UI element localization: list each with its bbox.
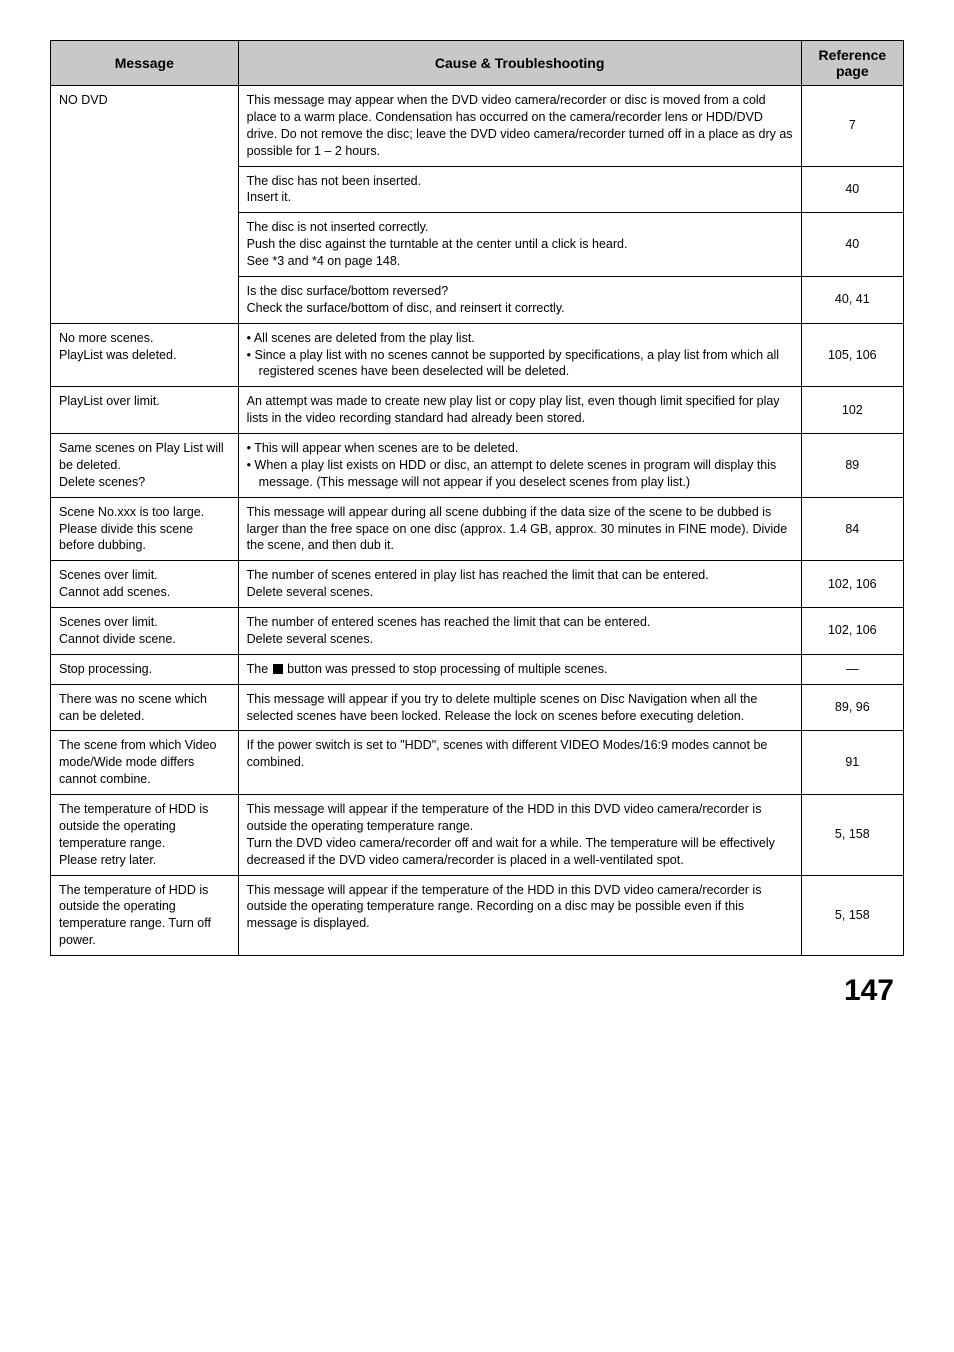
cause-cell: If the power switch is set to "HDD", sce… bbox=[238, 731, 801, 795]
ref-cell: 40 bbox=[801, 166, 903, 213]
cause-cell: This message will appear during all scen… bbox=[238, 497, 801, 561]
header-message: Message bbox=[51, 41, 239, 86]
ref-cell: — bbox=[801, 654, 903, 684]
ref-cell: 40, 41 bbox=[801, 276, 903, 323]
ref-cell: 84 bbox=[801, 497, 903, 561]
ref-cell: 105, 106 bbox=[801, 323, 903, 387]
table-row: Stop processing. The button was pressed … bbox=[51, 654, 904, 684]
cause-cell: This message may appear when the DVD vid… bbox=[238, 86, 801, 167]
cause-cell: This message will appear if the temperat… bbox=[238, 795, 801, 876]
ref-cell: 102, 106 bbox=[801, 608, 903, 655]
ref-cell: 89, 96 bbox=[801, 684, 903, 731]
cause-cell: This message will appear if you try to d… bbox=[238, 684, 801, 731]
cause-cell: The number of scenes entered in play lis… bbox=[238, 561, 801, 608]
msg-cell: Scenes over limit. Cannot divide scene. bbox=[51, 608, 239, 655]
ref-cell: 5, 158 bbox=[801, 795, 903, 876]
ref-cell: 91 bbox=[801, 731, 903, 795]
cause-cell: This message will appear if the temperat… bbox=[238, 875, 801, 956]
bullet-item: Since a play list with no scenes cannot … bbox=[247, 347, 793, 381]
stop-icon bbox=[273, 664, 283, 674]
table-row: No more scenes. PlayList was deleted. Al… bbox=[51, 323, 904, 387]
bullet-item: All scenes are deleted from the play lis… bbox=[247, 330, 793, 347]
msg-cell: NO DVD bbox=[51, 86, 239, 324]
msg-cell: The temperature of HDD is outside the op… bbox=[51, 875, 239, 956]
table-row: Scenes over limit. Cannot divide scene. … bbox=[51, 608, 904, 655]
table-row: Scenes over limit. Cannot add scenes. Th… bbox=[51, 561, 904, 608]
bullet-item: This will appear when scenes are to be d… bbox=[247, 440, 793, 457]
table-row: Same scenes on Play List will be deleted… bbox=[51, 434, 904, 498]
msg-cell: There was no scene which can be deleted. bbox=[51, 684, 239, 731]
msg-cell: No more scenes. PlayList was deleted. bbox=[51, 323, 239, 387]
msg-cell: Scenes over limit. Cannot add scenes. bbox=[51, 561, 239, 608]
stop-pre: The bbox=[247, 662, 272, 676]
msg-cell: Same scenes on Play List will be deleted… bbox=[51, 434, 239, 498]
ref-cell: 102, 106 bbox=[801, 561, 903, 608]
troubleshooting-table: Message Cause & Troubleshooting Referenc… bbox=[50, 40, 904, 956]
table-row: PlayList over limit. An attempt was made… bbox=[51, 387, 904, 434]
ref-cell: 40 bbox=[801, 213, 903, 277]
page-number: 147 bbox=[50, 974, 904, 1008]
ref-cell: 5, 158 bbox=[801, 875, 903, 956]
cause-cell: The button was pressed to stop processin… bbox=[238, 654, 801, 684]
header-row: Message Cause & Troubleshooting Referenc… bbox=[51, 41, 904, 86]
table-row: The temperature of HDD is outside the op… bbox=[51, 795, 904, 876]
cause-cell: The disc has not been inserted. Insert i… bbox=[238, 166, 801, 213]
table-row: The scene from which Video mode/Wide mod… bbox=[51, 731, 904, 795]
stop-post: button was pressed to stop processing of… bbox=[284, 662, 608, 676]
msg-cell: The temperature of HDD is outside the op… bbox=[51, 795, 239, 876]
ref-cell: 102 bbox=[801, 387, 903, 434]
table-row: NO DVD This message may appear when the … bbox=[51, 86, 904, 167]
table-row: Scene No.xxx is too large. Please divide… bbox=[51, 497, 904, 561]
table-row: The temperature of HDD is outside the op… bbox=[51, 875, 904, 956]
cause-cell: The disc is not inserted correctly. Push… bbox=[238, 213, 801, 277]
cause-cell: This will appear when scenes are to be d… bbox=[238, 434, 801, 498]
msg-cell: Stop processing. bbox=[51, 654, 239, 684]
header-reference: Reference page bbox=[801, 41, 903, 86]
cause-cell: All scenes are deleted from the play lis… bbox=[238, 323, 801, 387]
ref-cell: 7 bbox=[801, 86, 903, 167]
bullet-item: When a play list exists on HDD or disc, … bbox=[247, 457, 793, 491]
msg-cell: PlayList over limit. bbox=[51, 387, 239, 434]
table-row: There was no scene which can be deleted.… bbox=[51, 684, 904, 731]
msg-cell: Scene No.xxx is too large. Please divide… bbox=[51, 497, 239, 561]
header-cause: Cause & Troubleshooting bbox=[238, 41, 801, 86]
ref-cell: 89 bbox=[801, 434, 903, 498]
msg-cell: The scene from which Video mode/Wide mod… bbox=[51, 731, 239, 795]
cause-cell: The number of entered scenes has reached… bbox=[238, 608, 801, 655]
cause-cell: An attempt was made to create new play l… bbox=[238, 387, 801, 434]
cause-cell: Is the disc surface/bottom reversed? Che… bbox=[238, 276, 801, 323]
